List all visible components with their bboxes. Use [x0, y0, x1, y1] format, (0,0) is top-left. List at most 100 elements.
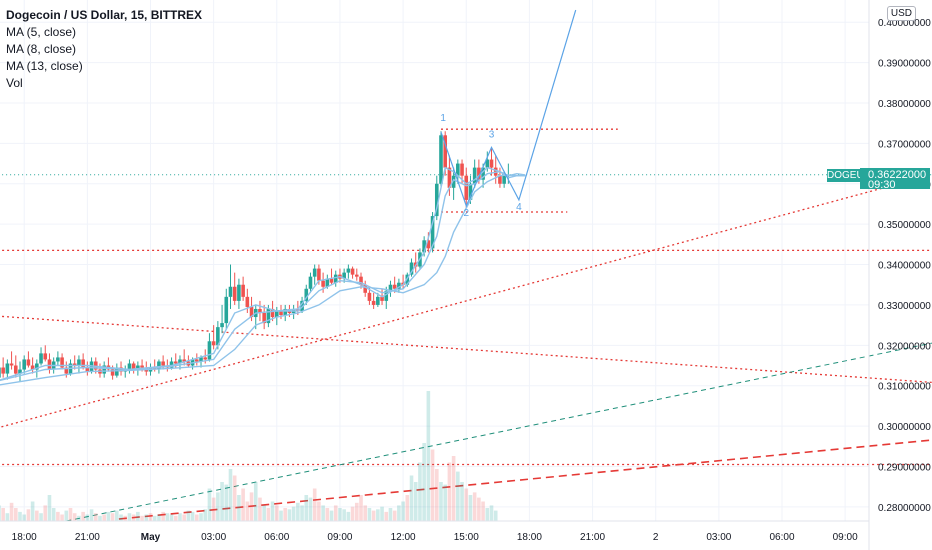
time-tick-label: 18:00	[517, 532, 542, 543]
volume-bar	[47, 495, 52, 521]
candle-down	[464, 175, 469, 200]
candle-up	[502, 175, 506, 184]
candle-down	[262, 313, 266, 324]
volume-bar	[30, 501, 35, 521]
volume-bar	[380, 506, 384, 521]
volume-bar	[477, 497, 481, 521]
candle-up	[77, 359, 81, 366]
candle-up	[439, 135, 443, 184]
volume-bar	[1, 508, 5, 521]
volume-bar	[51, 508, 56, 521]
candle-down	[26, 359, 31, 366]
volume-bar	[422, 443, 426, 521]
indicator-ma13[interactable]: MA (13, close)	[6, 59, 83, 73]
volume-bar	[312, 488, 317, 521]
candle-up	[102, 365, 106, 374]
volume-bar	[211, 497, 216, 521]
volume-bar	[123, 515, 128, 521]
volume-bar	[430, 449, 435, 521]
candle-up	[346, 268, 351, 273]
candle-down	[110, 369, 115, 376]
volume-bar	[165, 513, 170, 521]
volume-bar	[39, 513, 43, 521]
candle-down	[72, 363, 77, 366]
time-axis[interactable]: 18:00 21:00 May 03:00 06:00 09:00 12:00 15:00 18…	[12, 532, 858, 543]
volume-bar	[481, 501, 485, 521]
price-tick-label: 0.31000000	[878, 382, 931, 393]
volume-bar	[144, 514, 149, 521]
volume-bar	[102, 514, 106, 521]
wave-labels: 12345	[440, 113, 522, 219]
candle-down	[245, 296, 250, 307]
candle-down	[392, 284, 397, 289]
volume-bar	[485, 508, 490, 521]
candle-down	[249, 306, 254, 318]
candle-down	[47, 359, 52, 370]
candle-down	[195, 359, 199, 362]
chart-legend: Dogecoin / US Dollar, 15, BITTREX MA (5,…	[6, 7, 202, 92]
candle-down	[367, 292, 372, 301]
price-tick-label: 0.39000000	[878, 59, 931, 70]
volume-bar	[426, 391, 431, 521]
candle-up	[312, 268, 317, 277]
candle-down	[93, 361, 98, 370]
price-tick-label: 0.30000000	[878, 422, 931, 433]
volume-bar	[468, 495, 473, 521]
volume-bar	[258, 497, 262, 521]
volume-bar	[220, 482, 224, 521]
volume-bar	[409, 475, 414, 521]
volume-bars	[0, 391, 498, 521]
symbol-title[interactable]: Dogecoin / US Dollar, 15, BITTREX	[6, 8, 203, 22]
candle-down	[182, 359, 186, 362]
candle-up	[18, 369, 22, 374]
candle-down	[241, 284, 245, 297]
volume-bar	[346, 511, 351, 521]
candle-up	[376, 296, 380, 305]
volume-bar	[291, 506, 296, 521]
last-price: 0.36222000	[868, 168, 927, 181]
volume-bar	[287, 509, 292, 521]
candle-up	[397, 282, 401, 289]
candle-up	[35, 363, 39, 370]
price-tick-label: 0.32000000	[878, 341, 931, 352]
candle-up	[266, 308, 271, 324]
volume-bar	[182, 514, 186, 521]
volume-bar	[363, 505, 368, 521]
volume-bar	[237, 495, 241, 521]
candle-down	[447, 167, 452, 188]
volume-bar	[296, 502, 300, 521]
time-tick-label: 06:00	[769, 532, 794, 543]
volume-bar	[93, 513, 98, 521]
volume-bar	[317, 501, 321, 521]
indicator-ma5[interactable]: MA (5, close)	[6, 25, 77, 39]
currency-badge[interactable]: USD	[886, 6, 916, 21]
price-tick-label: 0.40000000	[878, 18, 931, 29]
moving-averages	[0, 166, 526, 386]
wave-label: 2	[463, 208, 469, 219]
volume-bar	[228, 469, 233, 521]
volume-bar	[89, 509, 94, 521]
price-axis[interactable]: 0.40000000 0.39000000 0.38000000 0.37000000…	[878, 18, 931, 514]
volume-bar	[392, 510, 397, 521]
candle-down	[359, 276, 363, 285]
candle-down	[477, 167, 481, 180]
candle-down	[443, 135, 447, 168]
indicator-volume[interactable]: Vol	[6, 76, 23, 90]
time-tick-label: 2	[653, 532, 659, 543]
candle-up	[207, 341, 212, 360]
candle-up	[199, 357, 203, 362]
volume-bar	[434, 469, 439, 521]
indicator-ma8[interactable]: MA (8, close)	[6, 42, 77, 56]
last-price-tag: 0.36222000 09:30	[860, 167, 930, 190]
candle-up	[434, 183, 439, 217]
candle-down	[13, 365, 18, 374]
candle-up	[5, 363, 10, 374]
volume-bar	[329, 510, 334, 521]
candle-down	[203, 357, 208, 360]
volume-bar	[266, 508, 271, 521]
volume-bar	[77, 515, 81, 521]
price-tick-label: 0.28000000	[878, 503, 931, 514]
candle-up	[169, 361, 174, 368]
volume-bar	[460, 482, 464, 521]
